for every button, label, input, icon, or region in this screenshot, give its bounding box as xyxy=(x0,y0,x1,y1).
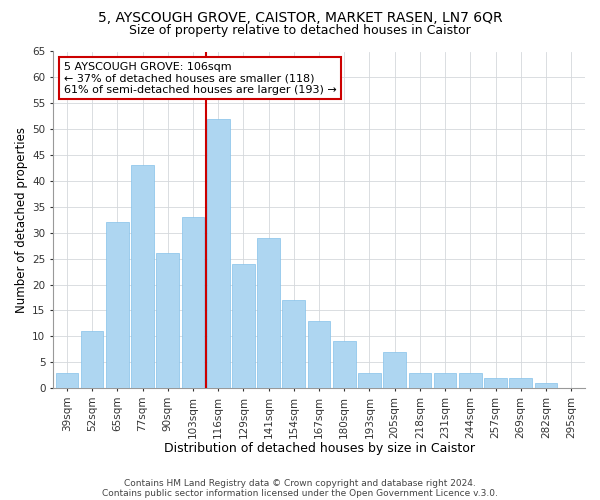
Bar xyxy=(383,352,406,388)
Bar xyxy=(535,383,557,388)
Bar xyxy=(358,372,381,388)
Bar xyxy=(257,238,280,388)
Y-axis label: Number of detached properties: Number of detached properties xyxy=(15,127,28,313)
Bar xyxy=(308,321,331,388)
Text: Contains HM Land Registry data © Crown copyright and database right 2024.: Contains HM Land Registry data © Crown c… xyxy=(124,478,476,488)
Text: 5, AYSCOUGH GROVE, CAISTOR, MARKET RASEN, LN7 6QR: 5, AYSCOUGH GROVE, CAISTOR, MARKET RASEN… xyxy=(98,11,502,25)
Bar xyxy=(409,372,431,388)
Bar xyxy=(207,119,230,388)
Bar xyxy=(81,331,103,388)
Bar xyxy=(131,166,154,388)
Text: 5 AYSCOUGH GROVE: 106sqm
← 37% of detached houses are smaller (118)
61% of semi-: 5 AYSCOUGH GROVE: 106sqm ← 37% of detach… xyxy=(64,62,337,95)
Bar xyxy=(509,378,532,388)
Bar xyxy=(333,342,356,388)
Text: Contains public sector information licensed under the Open Government Licence v.: Contains public sector information licen… xyxy=(102,488,498,498)
Bar xyxy=(283,300,305,388)
Bar xyxy=(232,264,255,388)
Bar xyxy=(106,222,128,388)
Text: Size of property relative to detached houses in Caistor: Size of property relative to detached ho… xyxy=(129,24,471,37)
Bar xyxy=(56,372,78,388)
Bar xyxy=(459,372,482,388)
Bar xyxy=(157,254,179,388)
Bar xyxy=(434,372,457,388)
Bar xyxy=(182,217,205,388)
X-axis label: Distribution of detached houses by size in Caistor: Distribution of detached houses by size … xyxy=(164,442,475,455)
Bar xyxy=(484,378,507,388)
